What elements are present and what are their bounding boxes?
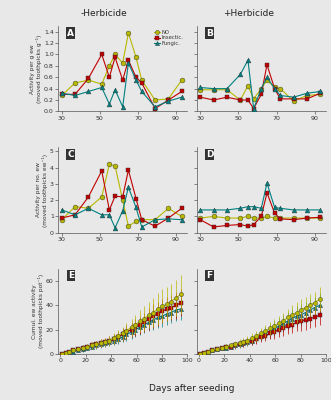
Y-axis label: Activity per g ew
(moved toothpicks g⁻¹): Activity per g ew (moved toothpicks g⁻¹): [30, 34, 42, 103]
Fungic.: [134, 78, 138, 82]
NO: [140, 78, 144, 82]
Insectic.: [153, 106, 157, 111]
Fungic.: [180, 95, 184, 100]
Insectic.: [180, 89, 184, 94]
Insectic.: [121, 78, 125, 82]
NO: [126, 30, 130, 35]
Fungic.: [126, 61, 130, 66]
Insectic.: [73, 92, 77, 97]
NO: [134, 55, 138, 60]
Fungic.: [153, 104, 157, 109]
Line: Fungic.: Fungic.: [59, 60, 184, 109]
Y-axis label: Cumul. ew activity
(moved toothpicks pot⁻¹): Cumul. ew activity (moved toothpicks pot…: [32, 274, 44, 348]
Line: Insectic.: Insectic.: [59, 52, 184, 111]
NO: [86, 78, 90, 82]
Text: D: D: [206, 150, 213, 159]
Insectic.: [86, 76, 90, 81]
NO: [100, 82, 104, 86]
NO: [166, 96, 170, 101]
Y-axis label: Activity per no. ew
(moved toothpicks ew⁻¹): Activity per no. ew (moved toothpicks ew…: [36, 154, 48, 226]
Text: B: B: [206, 28, 213, 38]
Text: E: E: [68, 271, 74, 280]
NO: [73, 80, 77, 85]
Insectic.: [113, 55, 117, 60]
Fungic.: [107, 102, 111, 106]
Insectic.: [107, 75, 111, 80]
Text: F: F: [207, 271, 213, 280]
Fungic.: [140, 89, 144, 94]
Insectic.: [100, 52, 104, 57]
Insectic.: [126, 58, 130, 62]
NO: [113, 52, 117, 57]
Fungic.: [121, 104, 125, 109]
Insectic.: [134, 75, 138, 80]
Fungic.: [73, 93, 77, 98]
Text: C: C: [68, 150, 74, 159]
NO: [60, 93, 64, 98]
NO: [180, 78, 184, 82]
NO: [153, 98, 157, 102]
NO: [121, 61, 125, 66]
Line: NO: NO: [59, 30, 184, 102]
Fungic.: [60, 91, 64, 96]
Text: +Herbicide: +Herbicide: [223, 9, 274, 18]
Insectic.: [140, 80, 144, 85]
Insectic.: [60, 92, 64, 97]
Fungic.: [166, 99, 170, 104]
Text: A: A: [68, 28, 74, 38]
Text: -Herbicide: -Herbicide: [81, 9, 128, 18]
Fungic.: [100, 85, 104, 90]
Fungic.: [86, 89, 90, 94]
Text: Days after seeding: Days after seeding: [149, 384, 235, 393]
Legend: NO, Insectic., Fungic.: NO, Insectic., Fungic.: [153, 29, 185, 47]
NO: [107, 64, 111, 68]
Insectic.: [166, 98, 170, 102]
Fungic.: [113, 87, 117, 92]
